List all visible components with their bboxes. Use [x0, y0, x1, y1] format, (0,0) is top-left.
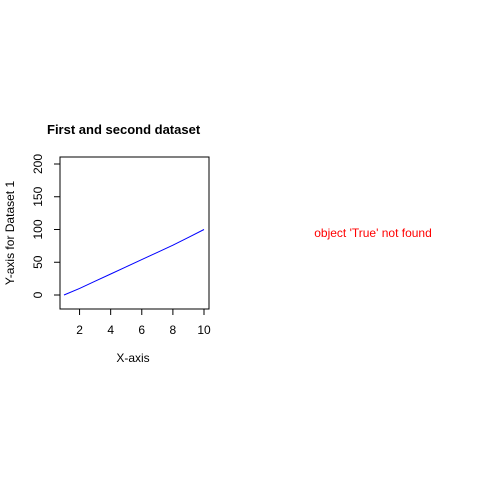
- y-tick-label: 100: [31, 219, 45, 239]
- x-tick-label: 2: [76, 323, 83, 337]
- plot-frame: [59, 156, 210, 310]
- x-tick-label: 6: [138, 323, 145, 337]
- y-tick-label: 150: [31, 186, 45, 206]
- y-tick-label: 50: [31, 255, 45, 269]
- series-line: [63, 229, 205, 296]
- y-axis-label: Y-axis for Dataset 1: [3, 181, 17, 286]
- x-axis-label: X-axis: [116, 351, 149, 365]
- error-message: object 'True' not found: [314, 226, 432, 240]
- x-tick-label: 4: [107, 323, 114, 337]
- x-tick-label: 8: [170, 323, 177, 337]
- x-axis: 2 4 6 8 10: [76, 308, 211, 337]
- y-axis: 0 50 100 150 200: [31, 154, 61, 298]
- series-group: [63, 229, 205, 296]
- chart-title: First and second dataset: [47, 122, 201, 137]
- y-tick-label: 0: [31, 291, 45, 298]
- y-tick-label: 200: [31, 154, 45, 174]
- x-tick-label: 10: [197, 323, 211, 337]
